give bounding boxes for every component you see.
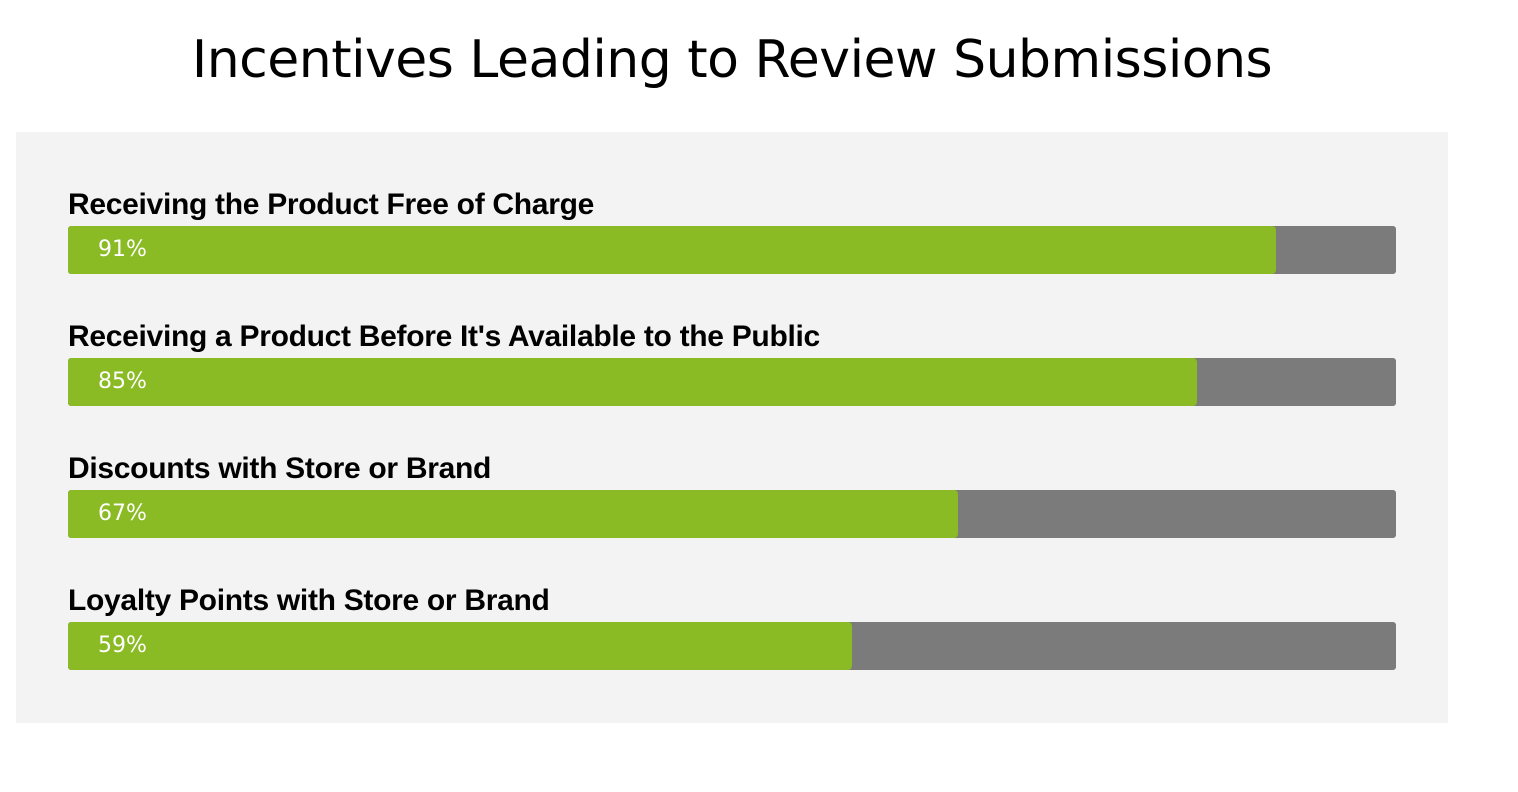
bar-label: Loyalty Points with Store or Brand — [68, 584, 550, 617]
bar-track: 67% — [68, 490, 1396, 538]
bar-fill — [68, 490, 958, 538]
chart-title: Incentives Leading to Review Submissions — [191, 30, 1273, 90]
bar-value-label: 67% — [98, 501, 147, 526]
bar-label: Receiving a Product Before It's Availabl… — [68, 320, 820, 353]
bar-fill — [68, 226, 1276, 274]
chart-panel: Receiving the Product Free of Charge 91%… — [16, 132, 1448, 723]
bar-value-label: 91% — [98, 237, 147, 262]
bar-fill — [68, 622, 852, 670]
bar-value-label: 59% — [98, 633, 147, 658]
bar-track: 85% — [68, 358, 1396, 406]
bar-track: 59% — [68, 622, 1396, 670]
bar-label: Discounts with Store or Brand — [68, 452, 492, 485]
bar-label: Receiving the Product Free of Charge — [68, 188, 594, 221]
bar-value-label: 85% — [98, 369, 147, 394]
bar-track: 91% — [68, 226, 1396, 274]
bar-fill — [68, 358, 1197, 406]
